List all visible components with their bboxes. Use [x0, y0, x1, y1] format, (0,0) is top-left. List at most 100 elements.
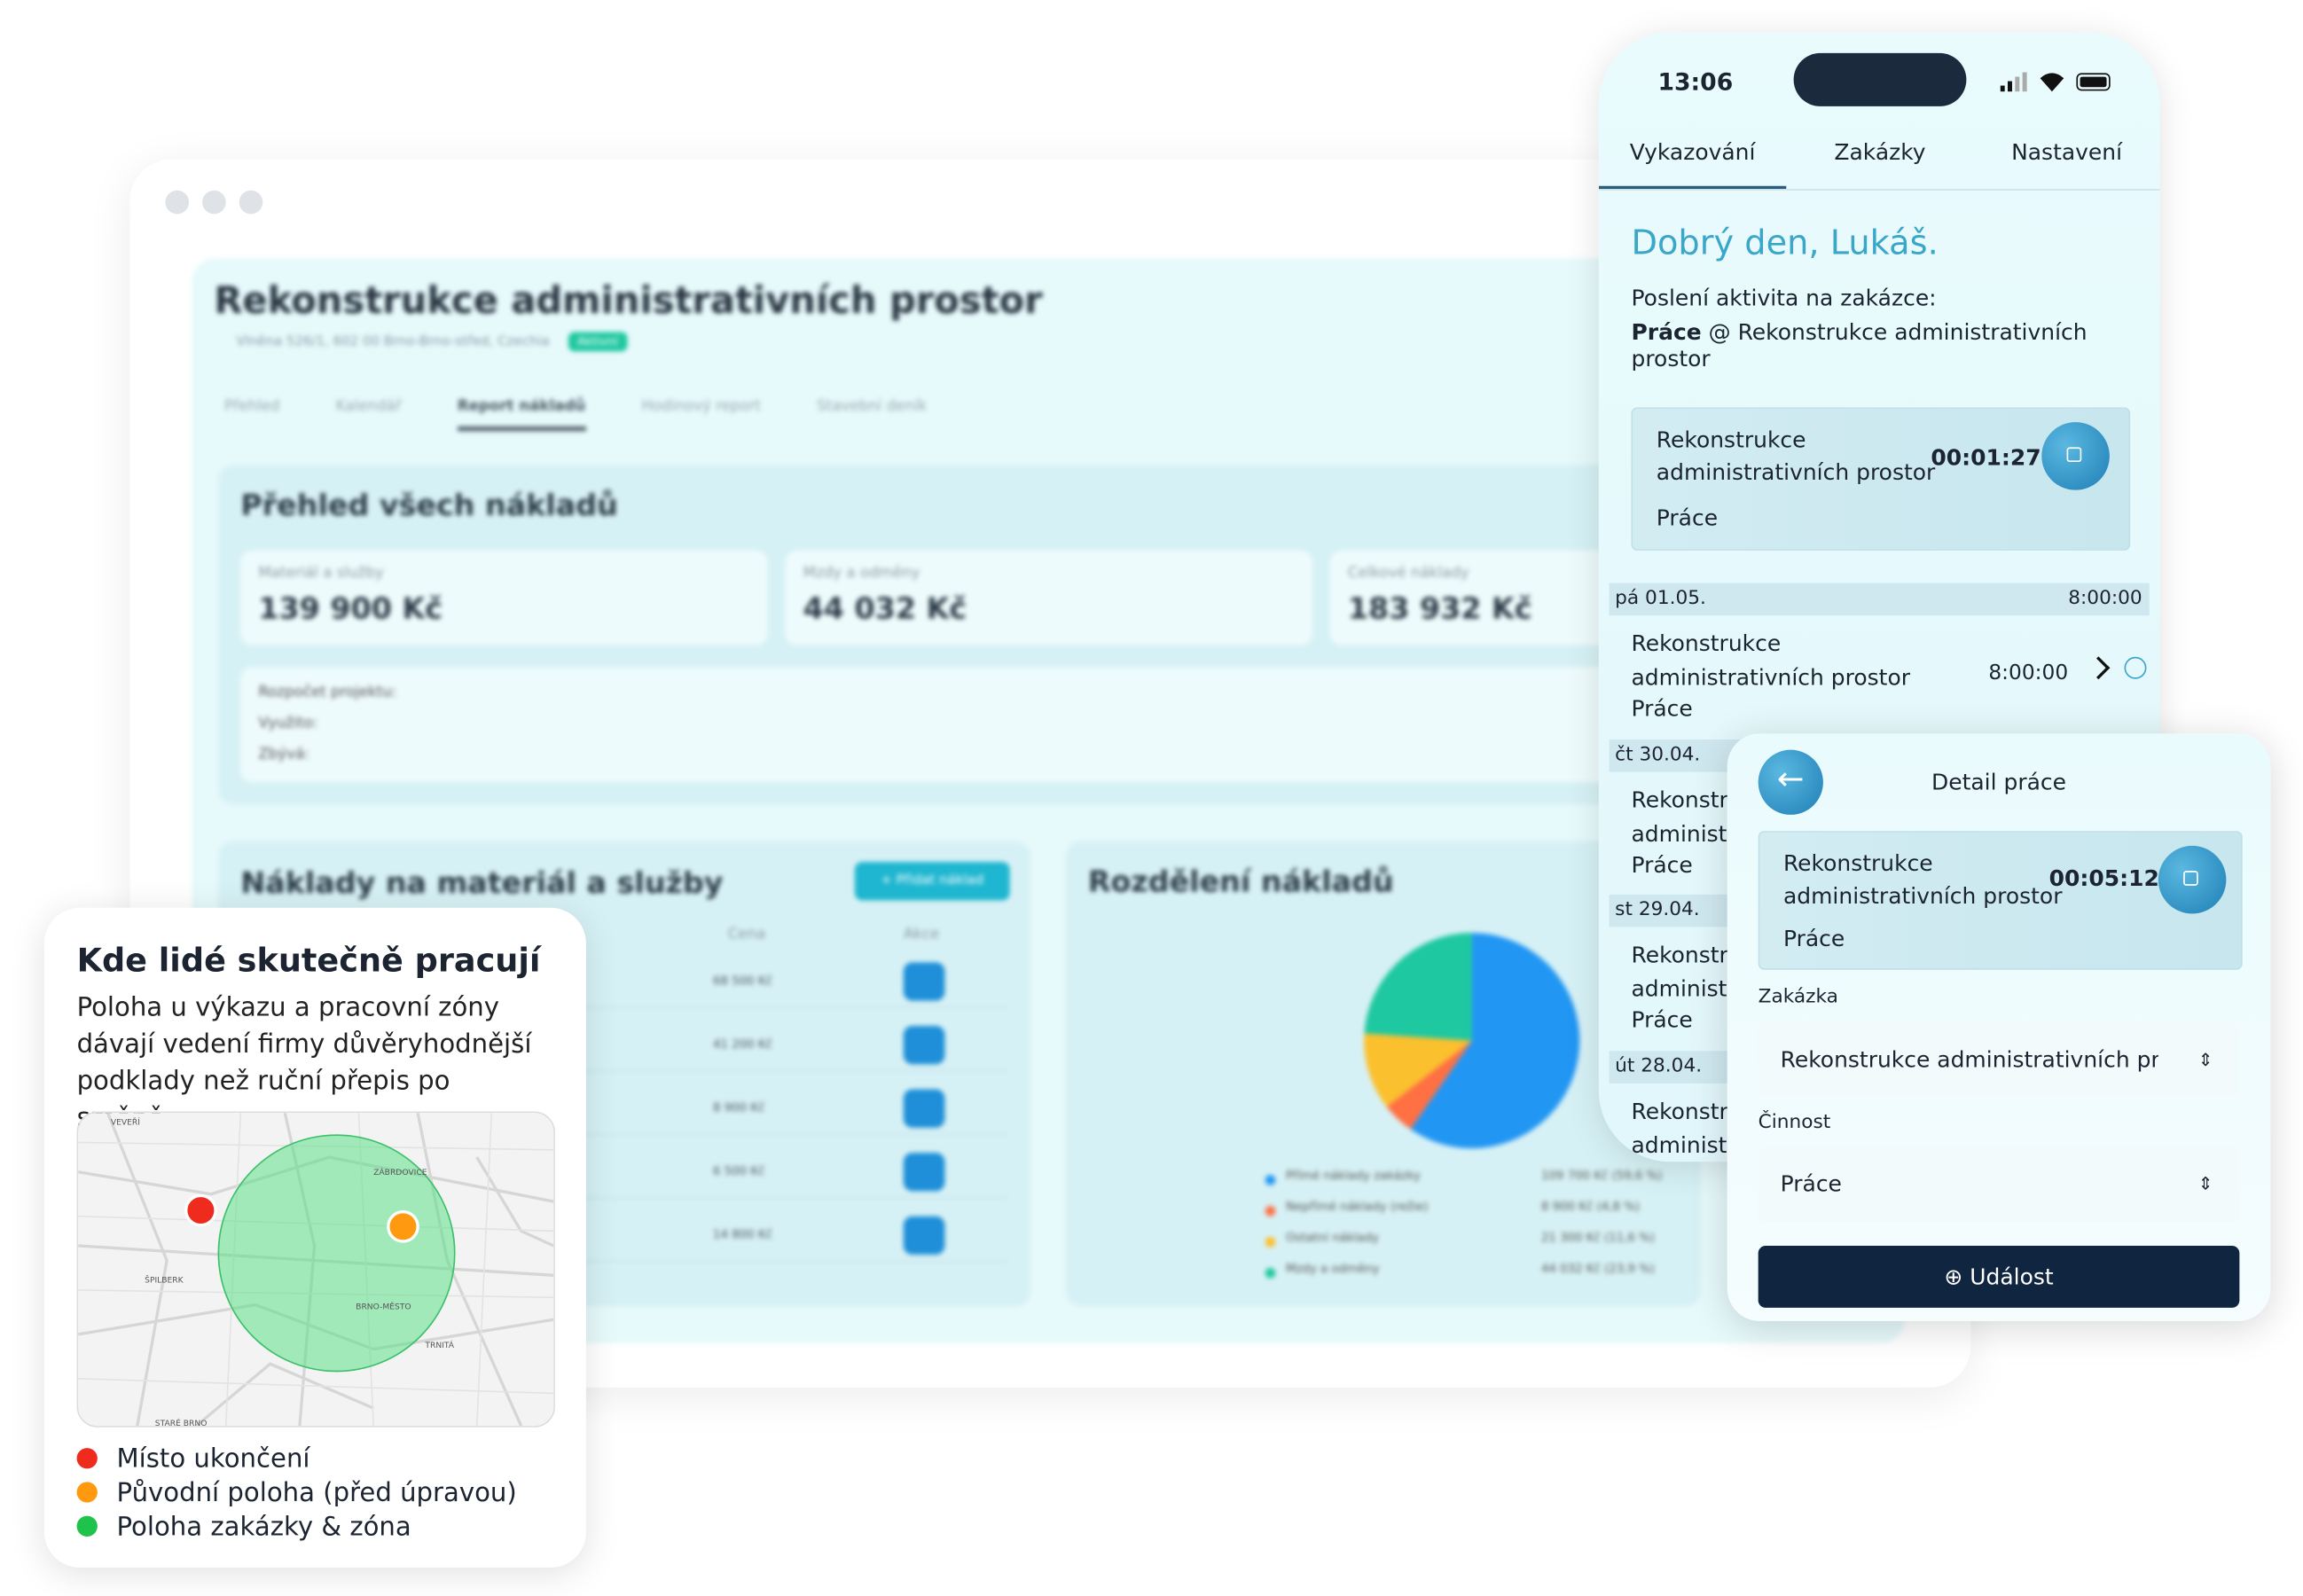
legend-text: Místo ukončení: [116, 1444, 310, 1475]
legend-swatch: [1265, 1237, 1276, 1248]
status-icons: [2000, 72, 2111, 92]
back-button[interactable]: ←: [1758, 749, 1823, 815]
job-select[interactable]: Rekonstrukce administrativních prostor ⇕: [1758, 1022, 2240, 1097]
tab[interactable]: Kalendář: [335, 398, 402, 415]
tab[interactable]: Nastavení: [2011, 138, 2123, 166]
delete-button[interactable]: [903, 1025, 945, 1065]
pie-slice: [1410, 933, 1580, 1149]
map-label: STARÉ BRNO: [155, 1418, 208, 1428]
stat-label: Materiál a služby: [258, 565, 384, 582]
stat-label: Celkové náklady: [1347, 565, 1469, 582]
location-card: Kde lidé skutečně pracují Poloha u výkaz…: [43, 907, 586, 1568]
tab[interactable]: Zakázky: [1834, 138, 1926, 166]
row-line: [240, 1069, 1008, 1072]
legend-value: 21 300 Kč (11,6 %): [1540, 1231, 1655, 1245]
stat-value: 183 932 Kč: [1347, 590, 1532, 626]
done-icon: [2124, 656, 2147, 679]
phone-tabs: Vykazování Zakázky Nastavení: [1598, 138, 2160, 190]
legend-value: 8 900 Kč (4,8 %): [1540, 1200, 1641, 1214]
tabs: Přehled Kalendář Report nákladů Hodinový…: [224, 398, 928, 432]
timer-time: 00:01:27: [1931, 444, 2041, 472]
legend-item: Nepřímé náklady (režie) 8 900 Kč (4,8 %): [1265, 1200, 1694, 1231]
chevron[interactable]: [2087, 656, 2111, 680]
field-label: Činnost: [1758, 1111, 1831, 1134]
greeting: Dobrý den, Lukáš.: [1631, 224, 1939, 263]
legend-name: Ostatní náklady: [1285, 1231, 1379, 1245]
overview-panel: Přehled všech nákladů Materiál a služby …: [218, 465, 1696, 805]
date-bar: [1609, 583, 2150, 616]
date: út 28.04.: [1615, 1054, 1703, 1077]
map-label: TRNITÁ: [424, 1340, 454, 1350]
materials-title: Náklady na materiál a služby: [240, 864, 724, 901]
entry-activity: Práce: [1631, 1006, 1693, 1034]
delete-button[interactable]: [903, 1089, 945, 1128]
column-header: Akce: [903, 927, 940, 943]
select-icon: ⇕: [2197, 1173, 2213, 1194]
date: st 29.04.: [1615, 898, 1700, 921]
legend-item: Původní poloha (před úpravou): [76, 1477, 517, 1511]
stat-card: Materiál a služby 139 900 Kč: [240, 550, 768, 645]
budget-label: Využito:: [258, 716, 318, 732]
legend-item: Mzdy a odměny 44 032 Kč (23,9 %): [1265, 1262, 1694, 1293]
delete-button[interactable]: [903, 1216, 945, 1255]
breakdown-title: Rozdělení nákladů: [1087, 863, 1394, 899]
window-dot: [239, 190, 263, 215]
field-label: Zakázka: [1758, 986, 1838, 1008]
legend-item: Místo ukončení: [76, 1443, 517, 1477]
stop-button[interactable]: [2158, 845, 2227, 914]
date: čt 30.04.: [1615, 743, 1701, 766]
column-header: Cena: [727, 927, 766, 943]
price: 8 900 Kč: [713, 1100, 765, 1115]
tab[interactable]: Hodinový report: [641, 398, 761, 415]
tab[interactable]: Stavební deník: [817, 398, 928, 415]
map-label: ŠPILBERK: [145, 1275, 184, 1286]
price: 41 200 Kč: [713, 1037, 772, 1052]
delete-button[interactable]: [903, 962, 945, 1001]
status-badge: Aktivní: [568, 332, 627, 352]
stat-label: Mzdy a odměny: [803, 565, 920, 582]
activity-type: Práce: [1631, 318, 1702, 346]
project-address: Vlněna 526/1, 602 00 Brno-Brno-střed, Cz…: [236, 334, 550, 350]
legend-value: 44 032 Kč (23,9 %): [1540, 1262, 1655, 1276]
legend-item: Poloha zakázky & zóna: [76, 1512, 517, 1545]
timer-job: Rekonstrukce administrativních prostor: [1656, 426, 1936, 486]
day-total: 8:00:00: [2068, 587, 2142, 610]
row-line: [240, 1006, 1008, 1008]
activity-select[interactable]: Práce ⇕: [1758, 1146, 2240, 1223]
stat-value: 139 900 Kč: [258, 590, 443, 626]
detail-card: ← Detail práce Rekonstrukce administrati…: [1727, 733, 2271, 1321]
window-dot: [202, 190, 226, 215]
event-button[interactable]: ⊕ Událost: [1758, 1246, 2240, 1308]
tab-active[interactable]: Report nákladů: [457, 398, 586, 432]
button-text: Událost: [1970, 1263, 2054, 1290]
dynamic-island: [1793, 52, 1967, 106]
tab[interactable]: Přehled: [224, 398, 280, 415]
tab-active[interactable]: Vykazování: [1598, 138, 1787, 190]
timer-time: 00:05:12: [2048, 864, 2159, 892]
legend-text: Poloha zakázky & zóna: [116, 1513, 411, 1543]
stat-value: 44 032 Kč: [803, 590, 967, 626]
legend-item: Přímé náklady zakázky 109 700 Kč (59,6 %): [1265, 1169, 1694, 1200]
date: pá 01.05.: [1615, 587, 1706, 610]
entry-duration: 8:00:00: [1988, 661, 2069, 685]
pie-slice: [1364, 933, 1472, 1041]
price: 6 500 Kč: [713, 1164, 765, 1178]
row-line: [240, 1133, 1008, 1136]
budget-label: Rozpočet projektu:: [258, 685, 397, 701]
window-dot: [165, 190, 190, 215]
entry-activity: Práce: [1631, 1160, 1692, 1162]
delete-button[interactable]: [903, 1153, 945, 1192]
overview-title: Přehled všech nákladů: [240, 487, 618, 523]
pie-legend: Přímé náklady zakázky 109 700 Kč (59,6 %)…: [1265, 1169, 1694, 1293]
map-label: VEVEŘÍ: [111, 1117, 140, 1128]
add-button[interactable]: + Přidat náklad: [854, 862, 1010, 901]
stop-button[interactable]: [2041, 422, 2110, 490]
timer-card: Rekonstrukce administrativních prostor P…: [1758, 831, 2243, 970]
pie-chart: [1364, 933, 1580, 1149]
row-line: [240, 1197, 1008, 1199]
location-title: Kde lidé skutečně pracují: [76, 943, 541, 981]
legend-swatch: [1265, 1267, 1276, 1279]
stat-card: Mzdy a odměny 44 032 Kč: [785, 550, 1312, 645]
